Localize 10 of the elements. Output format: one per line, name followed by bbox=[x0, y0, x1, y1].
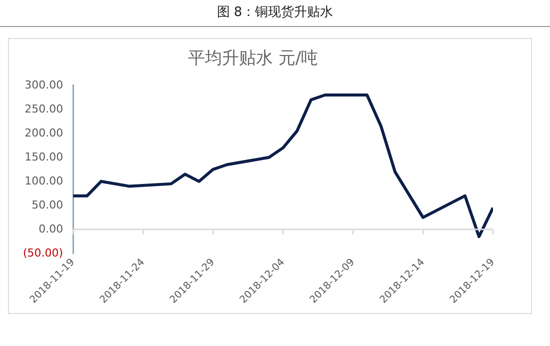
y-tick-label: 0.00 bbox=[38, 222, 64, 236]
y-tick-label: 150.00 bbox=[24, 150, 64, 164]
chart-title: 图 8：铜现货升贴水 bbox=[216, 4, 334, 21]
y-tick-label: (50.00) bbox=[22, 246, 64, 260]
y-tick-label: 100.00 bbox=[24, 174, 64, 188]
y-tick-label: 300.00 bbox=[24, 78, 64, 92]
chart-subtitle: 平均升贴水 元/吨 bbox=[188, 48, 318, 69]
y-tick-label: 50.00 bbox=[32, 198, 64, 212]
y-tick-label: 200.00 bbox=[24, 126, 64, 140]
y-tick-label: 250.00 bbox=[24, 102, 64, 116]
